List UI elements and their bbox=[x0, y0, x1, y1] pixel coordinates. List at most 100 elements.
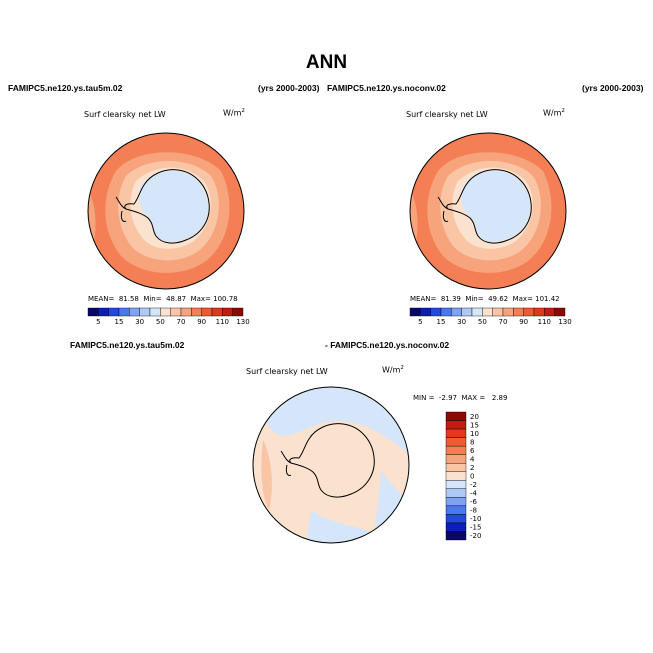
colorbar-tick-label: 15 bbox=[437, 318, 446, 326]
colorbar-tick-label: 130 bbox=[558, 318, 571, 326]
colorbar-swatch bbox=[420, 307, 431, 317]
colorbar-swatch bbox=[492, 307, 504, 317]
colorbar-swatch bbox=[222, 307, 233, 317]
colorbar-tick-label: 15 bbox=[470, 421, 479, 429]
colorbar-swatch bbox=[445, 454, 467, 464]
colorbar-swatch bbox=[445, 428, 467, 438]
colorbar-swatch bbox=[129, 307, 140, 317]
colorbar-swatch bbox=[461, 307, 473, 317]
panel1-stats: MEAN= 81.58 Min= 48.87 Max= 100.78 bbox=[88, 295, 238, 303]
colorbar-swatch bbox=[445, 445, 467, 455]
colorbar-tick-label: 5 bbox=[96, 318, 100, 326]
colorbar-tick-label: 6 bbox=[470, 447, 475, 455]
colorbar-swatch bbox=[445, 522, 467, 532]
panel2-variable: Surf clearsky net LW bbox=[406, 110, 488, 119]
colorbar-tick-label: 110 bbox=[216, 318, 229, 326]
colorbar-swatch bbox=[445, 497, 467, 507]
colorbar-tick-label: 50 bbox=[156, 318, 165, 326]
colorbar-swatch bbox=[232, 307, 244, 317]
colorbar-tick-label: 30 bbox=[135, 318, 144, 326]
panel2-stats: MEAN= 81.39 Min= 49.62 Max= 101.42 bbox=[410, 295, 560, 303]
panel1-years: (yrs 2000-2003) bbox=[258, 83, 320, 93]
colorbar-tick-label: 130 bbox=[236, 318, 249, 326]
colorbar-tick-label: 70 bbox=[177, 318, 186, 326]
colorbar-swatch bbox=[445, 437, 467, 447]
panel2-case-name: FAMIPC5.ne120.ys.noconv.02 bbox=[327, 83, 446, 93]
colorbar-swatch bbox=[482, 307, 493, 317]
colorbar-tick-label: 30 bbox=[457, 318, 466, 326]
panel2-colorbar: 5 15 30 50 70 90 110 130 bbox=[409, 307, 572, 326]
colorbar-tick-label: -8 bbox=[470, 507, 477, 515]
colorbar-swatch bbox=[440, 307, 452, 317]
antarctic-peninsula bbox=[280, 450, 292, 476]
colorbar-swatch bbox=[445, 471, 467, 481]
diff-negative-north bbox=[261, 387, 409, 455]
colorbar-tick-label: -10 bbox=[470, 515, 481, 523]
colorbar-swatch bbox=[409, 307, 421, 317]
colorbar-swatch bbox=[430, 307, 442, 317]
colorbar-swatch bbox=[471, 307, 483, 317]
colorbar-swatch bbox=[87, 307, 99, 317]
colorbar-tick-label: 5 bbox=[418, 318, 422, 326]
colorbar-swatch bbox=[554, 307, 566, 317]
panel2-polar-map bbox=[409, 132, 567, 290]
antarctic-ice bbox=[138, 170, 209, 243]
panel1-colorbar: 5 15 30 50 70 90 110 130 bbox=[87, 307, 250, 326]
colorbar-swatch bbox=[160, 307, 171, 317]
colorbar-tick-label: 50 bbox=[478, 318, 487, 326]
antarctic-ice bbox=[460, 170, 531, 243]
colorbar-swatch bbox=[445, 480, 467, 490]
diff-case-b: - FAMIPC5.ne120.ys.noconv.02 bbox=[325, 340, 450, 350]
colorbar-swatch bbox=[513, 307, 524, 317]
colorbar-swatch bbox=[445, 531, 467, 541]
colorbar-tick-label: -4 bbox=[470, 490, 478, 498]
map-border bbox=[409, 132, 567, 290]
colorbar-tick-label: 8 bbox=[470, 438, 474, 446]
colorbar-swatch bbox=[201, 307, 213, 317]
colorbar-swatch bbox=[445, 463, 467, 472]
antarctica-coastline bbox=[289, 423, 375, 498]
colorbar-tick-label: -15 bbox=[470, 524, 481, 532]
panel1-case-name: FAMIPC5.ne120.ys.tau5m.02 bbox=[8, 83, 123, 93]
colorbar-tick-label: 2 bbox=[470, 464, 474, 472]
colorbar-tick-label: 70 bbox=[499, 318, 508, 326]
colorbar-swatch bbox=[445, 514, 467, 524]
colorbar-swatch bbox=[191, 307, 202, 317]
colorbar-tick-label: 15 bbox=[115, 318, 124, 326]
diff-negative-south bbox=[306, 510, 376, 543]
map-border bbox=[87, 132, 245, 290]
colorbar-swatch bbox=[180, 307, 192, 317]
panel2-units: W/m2 bbox=[543, 108, 565, 118]
colorbar-swatch bbox=[544, 307, 555, 317]
antarctic-peninsula bbox=[115, 196, 127, 222]
colorbar-tick-label: 110 bbox=[538, 318, 551, 326]
diff-positive-strong-west bbox=[261, 440, 272, 510]
panel1-variable: Surf clearsky net LW bbox=[84, 110, 166, 119]
colorbar-swatch bbox=[533, 307, 545, 317]
colorbar-swatch bbox=[445, 505, 467, 515]
colorbar-tick-label: 90 bbox=[197, 318, 206, 326]
colorbar-swatch bbox=[98, 307, 109, 317]
antarctica-coastline bbox=[124, 169, 210, 244]
antarctic-peninsula bbox=[437, 196, 449, 222]
colorbar-swatch bbox=[445, 411, 467, 421]
colorbar-tick-label: -20 bbox=[470, 532, 481, 540]
panel2-years: (yrs 2000-2003) bbox=[582, 83, 644, 93]
colorbar-tick-label: 0 bbox=[470, 473, 474, 481]
colorbar-swatch bbox=[502, 307, 514, 317]
colorbar-swatch bbox=[149, 307, 161, 317]
panel1-units: W/m2 bbox=[223, 108, 245, 118]
colorbar-tick-label: -6 bbox=[470, 498, 478, 506]
diff-minmax: MIN = -2.97 MAX = 2.89 bbox=[413, 394, 508, 402]
diff-units: W/m2 bbox=[382, 365, 404, 375]
diff-case-a: FAMIPC5.ne120.ys.tau5m.02 bbox=[70, 340, 185, 350]
diff-polar-map bbox=[252, 386, 410, 544]
colorbar-swatch bbox=[451, 307, 462, 317]
antarctica-coastline bbox=[446, 169, 532, 244]
colorbar-swatch bbox=[170, 307, 182, 317]
colorbar-tick-label: 20 bbox=[470, 413, 479, 421]
colorbar-swatch bbox=[211, 307, 223, 317]
diff-variable: Surf clearsky net LW bbox=[246, 367, 328, 376]
panel1-polar-map bbox=[87, 132, 245, 290]
